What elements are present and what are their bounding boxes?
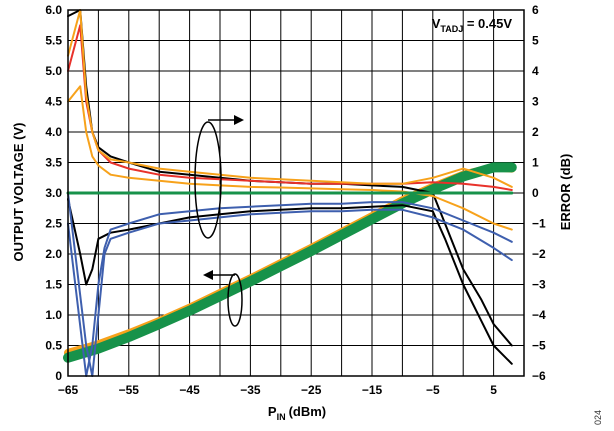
left-tick-label: 2.0 (45, 247, 62, 261)
right-tick-label: −3 (532, 278, 546, 292)
right-tick-label: −5 (532, 339, 546, 353)
series-line-orange-6 (67, 85, 513, 231)
right-tick-labels: −6 −5 −4 −3 −2 −1 0 1 2 3 4 5 6 (532, 3, 546, 383)
left-tick-label: 3.0 (45, 186, 62, 200)
series-layer (63, 9, 517, 377)
series-line-blue-7 (67, 192, 513, 377)
error-group-ellipse (194, 121, 222, 239)
left-tick-label: 3.5 (45, 156, 62, 170)
x-tick-label: 5 (490, 383, 497, 397)
voltage-arrow-head (203, 270, 213, 280)
series-line-red-4 (67, 24, 513, 191)
right-tick-label: 4 (532, 64, 539, 78)
left-tick-label: 1.0 (45, 308, 62, 322)
plot-frame (67, 9, 525, 377)
left-tick-label: 1.5 (45, 278, 62, 292)
left-tick-labels: 0 0.5 1.0 1.5 2.0 2.5 3.0 3.5 4.0 4.5 5.0 5.5 6.0 (45, 3, 62, 383)
series-line-blue-8 (67, 201, 513, 377)
right-tick-label: 1 (532, 156, 539, 170)
right-tick-label: 3 (532, 95, 539, 109)
x-tick-label: −25 (301, 383, 322, 397)
x-axis-label: PIN (dBm) (268, 404, 326, 422)
right-tick-label: 2 (532, 125, 539, 139)
right-axis-label: ERROR (dB) (558, 154, 573, 231)
right-tick-label: 0 (532, 186, 539, 200)
right-tick-label: −2 (532, 247, 546, 261)
left-tick-label: 4.0 (45, 125, 62, 139)
left-tick-label: 6.0 (45, 3, 62, 17)
x-tick-label: −5 (426, 383, 440, 397)
left-tick-label: 4.5 (45, 95, 62, 109)
x-tick-label: −65 (58, 383, 79, 397)
x-tick-label: −55 (119, 383, 140, 397)
right-tick-label: −4 (532, 308, 546, 322)
left-tick-label: 5.0 (45, 64, 62, 78)
x-tick-label: −45 (179, 383, 200, 397)
right-tick-label: −6 (532, 369, 546, 383)
figure-id: 024 (593, 410, 603, 425)
left-tick-label: 2.5 (45, 217, 62, 231)
x-tick-label: −15 (362, 383, 383, 397)
left-tick-label: 0 (55, 369, 62, 383)
left-tick-label: 0.5 (45, 339, 62, 353)
series-line-black-3 (67, 198, 513, 365)
vtadj-annotation: VTADJ = 0.45V (432, 16, 513, 34)
right-tick-label: 5 (532, 34, 539, 48)
right-tick-label: 6 (532, 3, 539, 17)
series-line-green-1 (63, 162, 517, 363)
right-tick-label: −1 (532, 217, 546, 231)
x-tick-labels: −65 −55 −45 −35 −25 −15 −5 5 (58, 383, 497, 397)
left-tick-label: 5.5 (45, 34, 62, 48)
x-tick-label: −35 (240, 383, 261, 397)
voltage-group-ellipse (227, 273, 243, 327)
series-line-orange-5 (67, 9, 513, 188)
error-arrow-head (234, 115, 244, 125)
left-axis-label: OUTPUT VOLTAGE (V) (11, 123, 26, 262)
